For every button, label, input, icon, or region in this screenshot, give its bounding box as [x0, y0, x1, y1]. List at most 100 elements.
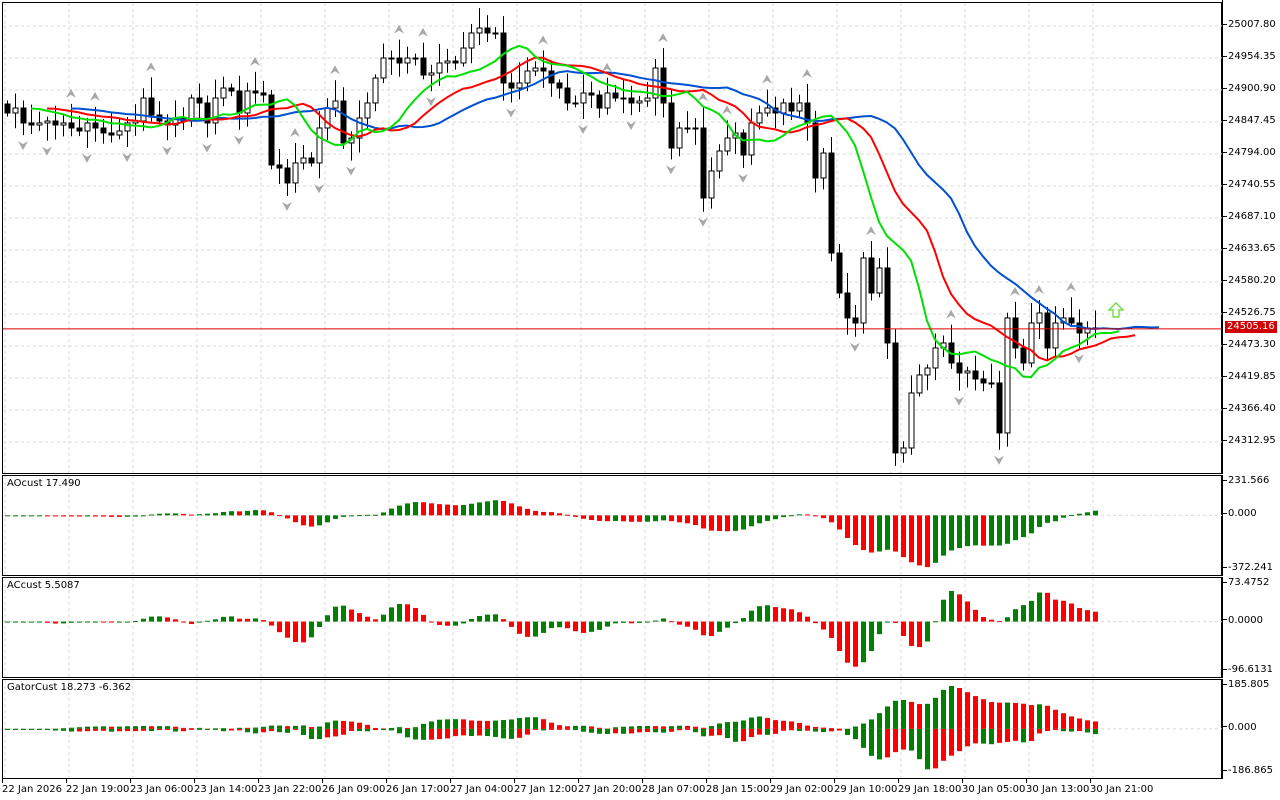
gator-lower-bar: [493, 728, 498, 737]
gator-upper-bar: [357, 722, 362, 729]
gator-lower-bar: [629, 728, 634, 734]
candle-bear: [956, 362, 963, 374]
gator-lower-bar: [901, 728, 906, 750]
ac-bar: [813, 621, 818, 624]
time-tick-label: 28 Jan 07:00: [642, 778, 706, 795]
candle-bull: [652, 67, 659, 99]
gator-lower-bar: [365, 728, 370, 732]
fractal-up-icon: [762, 74, 772, 84]
ao-bar: [813, 515, 818, 517]
ao-bar: [613, 515, 618, 521]
ac-bar: [957, 594, 962, 622]
ao-histogram: [3, 476, 1223, 575]
price-axis[interactable]: 25007.80 24954.35 24900.90 24847.45 24794.00…: [1222, 0, 1280, 474]
fractal-up-icon: [394, 24, 404, 34]
ac-bar: [325, 615, 330, 622]
ac-bar: [61, 621, 66, 624]
ac-bar: [349, 609, 354, 622]
candle-bear: [76, 127, 83, 132]
ao-bar: [77, 515, 82, 517]
ao-bar: [669, 515, 674, 522]
gator-upper-bar: [405, 727, 410, 729]
candle-bear: [68, 122, 75, 129]
ao-bar: [101, 515, 106, 517]
ao-bar: [45, 515, 50, 517]
gator-lower-bar: [933, 728, 938, 769]
gator-upper-bar: [533, 717, 538, 729]
price-tick-label: 24312.95: [1223, 435, 1276, 446]
ac-bar: [69, 621, 74, 623]
fractal-up-icon: [418, 27, 428, 37]
ac-bar: [661, 618, 666, 622]
ac-bar: [997, 621, 1002, 623]
ac-bar: [45, 621, 50, 623]
gator-lower-bar: [845, 728, 850, 736]
ao-bar: [253, 510, 258, 516]
ao-bar: [181, 513, 186, 516]
ac-bar: [301, 621, 306, 643]
ac-bar: [917, 621, 922, 648]
ac-bar: [429, 621, 434, 623]
ac-panel[interactable]: ACcust 5.5087: [2, 577, 1223, 678]
time-tick-label: 30 Jan 05:00: [962, 778, 1026, 795]
ac-bar: [389, 607, 394, 622]
ac-bar: [709, 621, 714, 637]
gator-lower-bar: [821, 728, 826, 733]
gator-upper-bar: [285, 726, 290, 729]
gator-upper-bar: [309, 727, 314, 729]
fractal-up-icon: [1066, 282, 1076, 292]
gator-upper-bar: [61, 728, 66, 730]
ac-bar: [277, 621, 282, 633]
fractal-up-icon: [146, 62, 156, 72]
ao-bar: [765, 515, 770, 521]
ac-bar: [37, 621, 42, 623]
ac-bar: [637, 621, 642, 623]
fractal-down-icon: [954, 396, 964, 406]
price-tick-label: 24473.30: [1223, 339, 1276, 350]
ao-bar: [445, 504, 450, 516]
ao-bar: [165, 513, 170, 516]
gator-lower-bar: [525, 728, 530, 735]
time-tick-label: 27 Jan 20:00: [578, 778, 642, 795]
candle-bull: [124, 122, 131, 132]
fractal-up-icon: [802, 68, 812, 78]
price-chart-panel[interactable]: [2, 2, 1223, 474]
fractal-down-icon: [82, 153, 92, 163]
ao-bar: [269, 512, 274, 516]
gator-lower-bar: [637, 728, 642, 733]
ao-bar: [365, 514, 370, 516]
gator-upper-bar: [685, 725, 690, 729]
gator-panel[interactable]: GatorCust 18.273 -6.362: [2, 679, 1223, 779]
ao-bar: [229, 511, 234, 516]
ac-bar: [1029, 600, 1034, 622]
gator-lower-bar: [421, 728, 426, 740]
ac-bar: [109, 621, 114, 623]
fractal-up-icon: [250, 56, 260, 66]
gator-upper-bar: [613, 727, 618, 729]
ac-bar: [149, 616, 154, 622]
gator-upper-bar: [597, 727, 602, 729]
gator-lower-bar: [1061, 728, 1066, 732]
time-axis[interactable]: 22 Jan 2026 22 Jan 19:00 23 Jan 06:00 23 Ja…: [0, 778, 1222, 800]
gator-lower-bar: [1093, 728, 1098, 735]
ao-bar: [653, 515, 658, 522]
candle-bull: [220, 87, 227, 99]
gator-lower-bar: [189, 728, 194, 730]
ac-bar: [1085, 610, 1090, 622]
gator-lower-bar: [69, 728, 74, 732]
ac-bar: [853, 621, 858, 667]
gator-lower-bar: [221, 728, 226, 732]
time-tick-label: 23 Jan 22:00: [258, 778, 322, 795]
gator-upper-bar: [789, 721, 794, 729]
ao-bar: [805, 514, 810, 516]
ao-panel[interactable]: AOcust 17.490: [2, 475, 1223, 576]
ao-bar: [917, 515, 922, 566]
ac-bar: [165, 617, 170, 622]
ao-bar: [293, 515, 298, 523]
fractal-up-icon: [538, 35, 548, 45]
ac-bar: [805, 616, 810, 622]
gator-lower-bar: [1037, 728, 1042, 734]
gator-upper-bar: [541, 719, 546, 729]
gator-lower-bar: [805, 728, 810, 731]
ao-bar: [237, 511, 242, 516]
